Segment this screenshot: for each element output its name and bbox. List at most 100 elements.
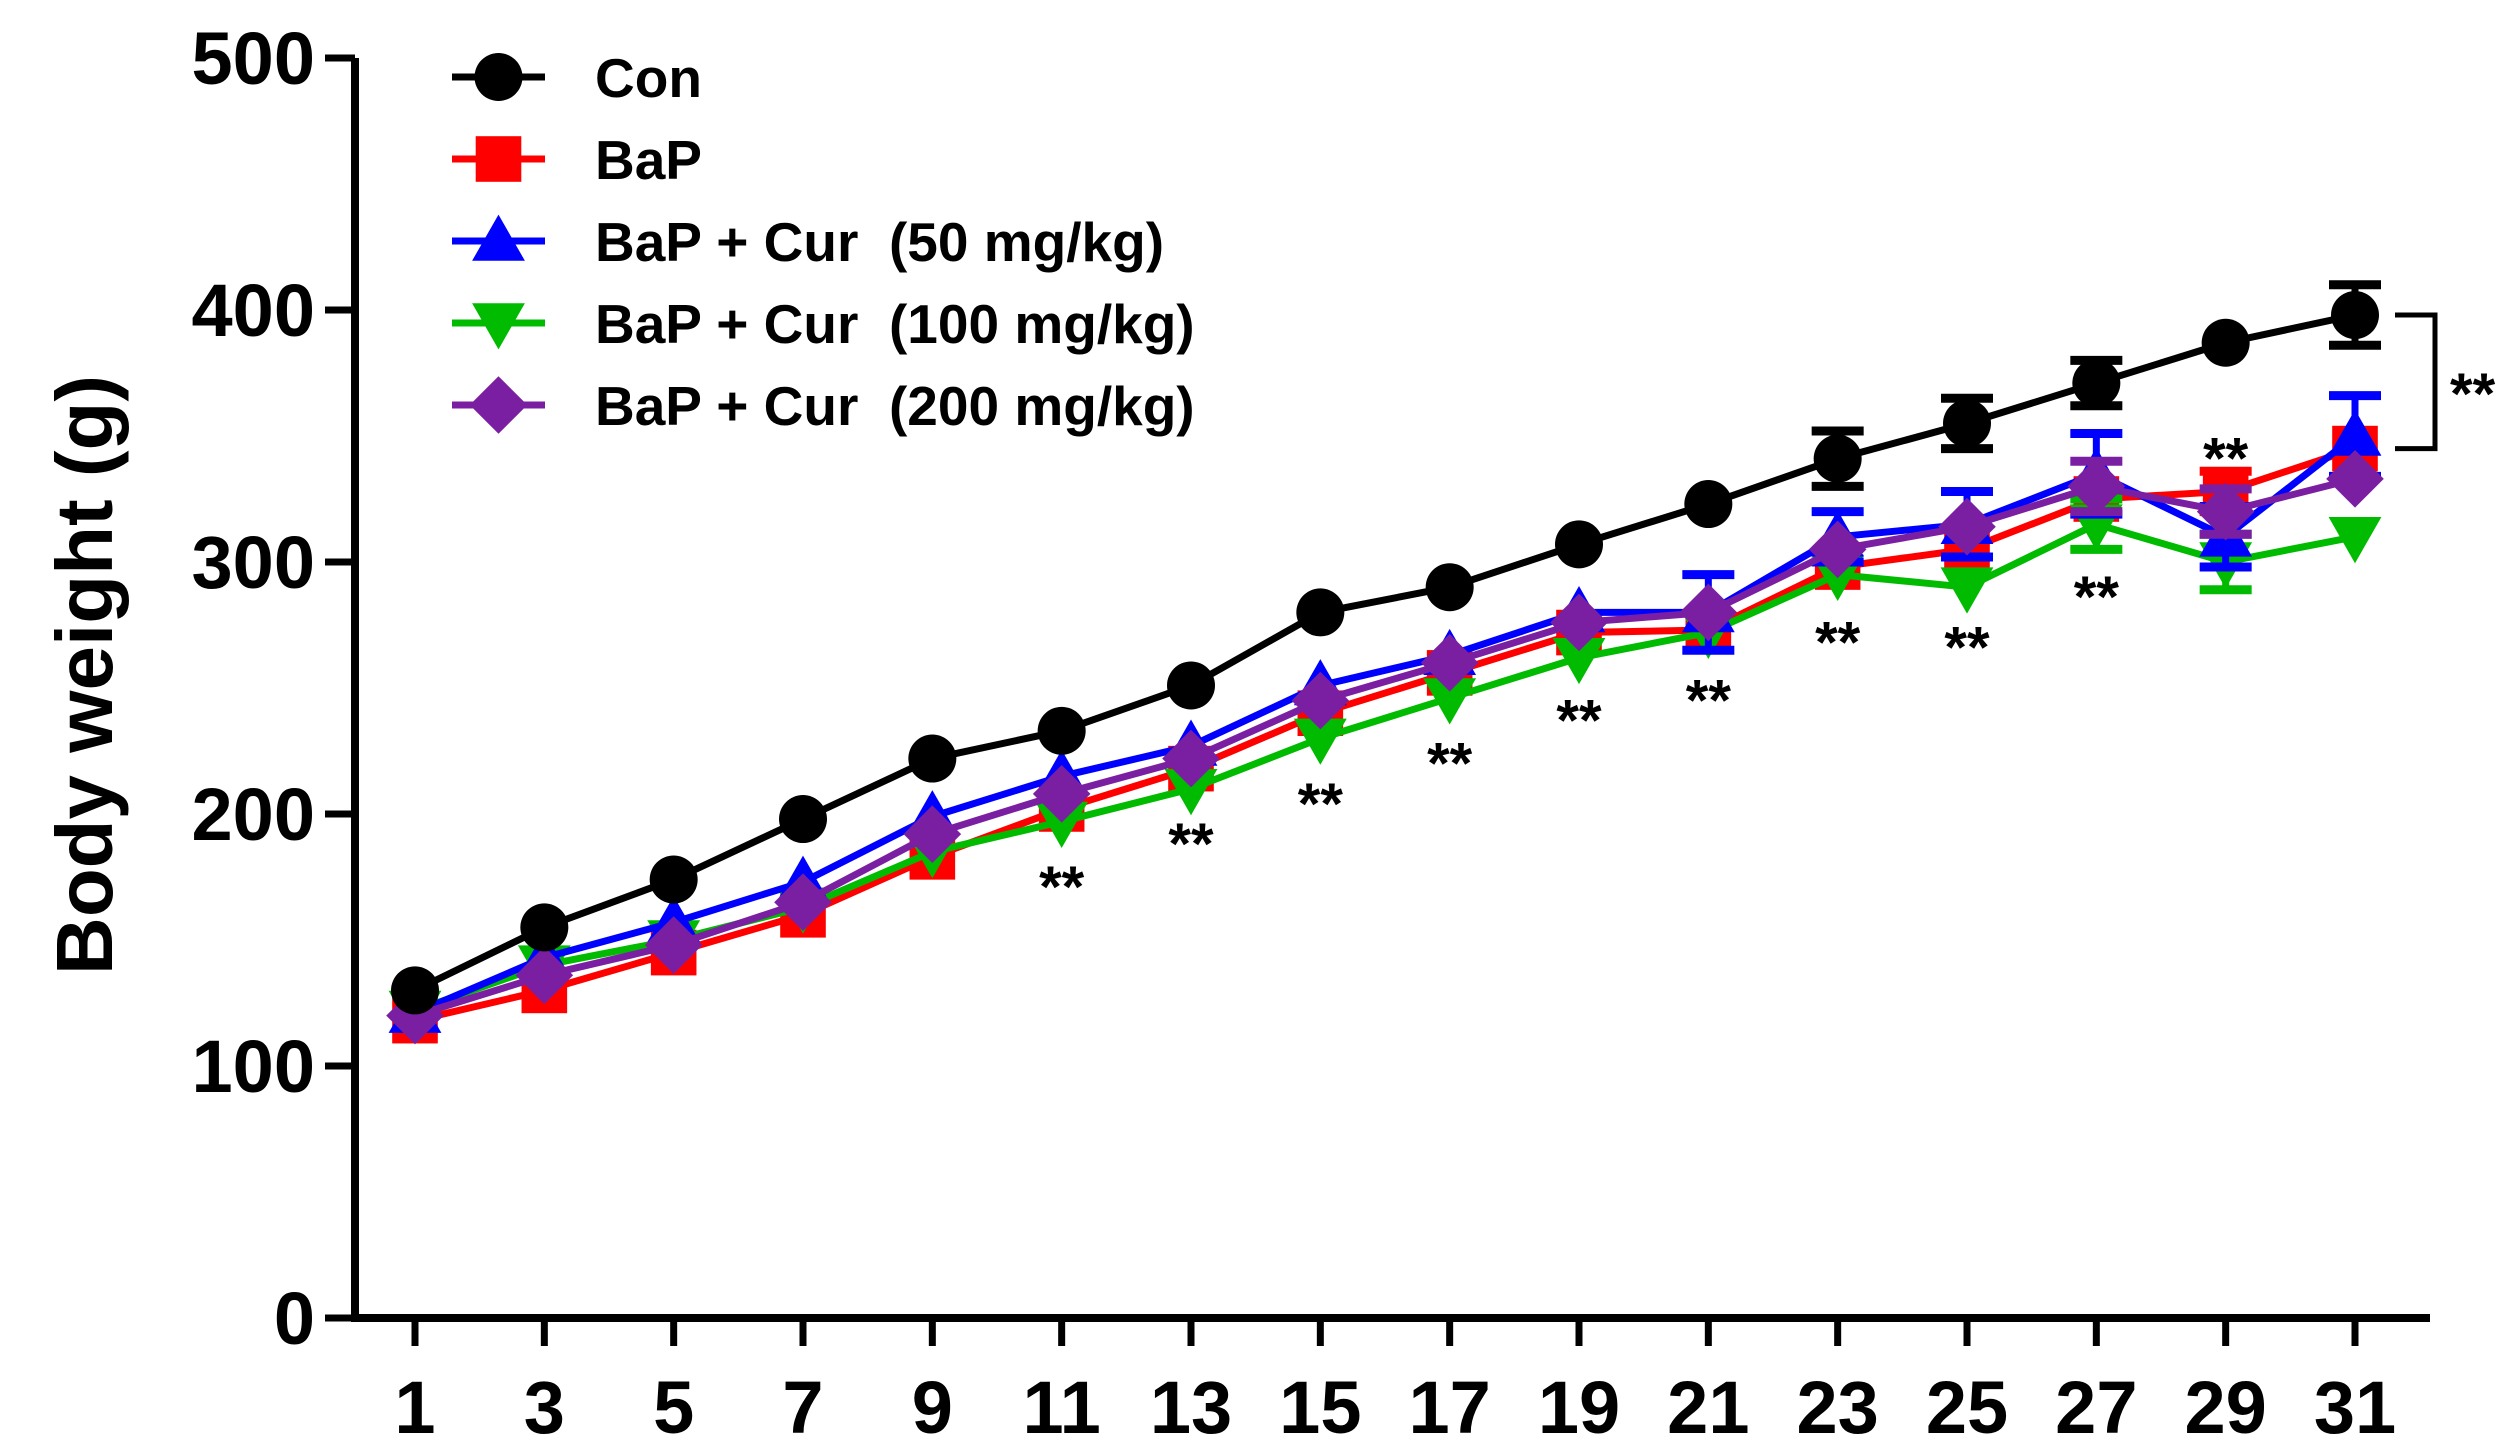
y-tick-label: 200 (192, 773, 315, 856)
y-tick-label: 300 (192, 521, 315, 604)
data-point (2328, 517, 2382, 564)
legend-marker (472, 303, 525, 350)
series-diamond (386, 450, 2384, 1045)
data-point (1296, 588, 1345, 637)
legend-item: BaP + Cur (50 mg/kg) (452, 211, 1164, 273)
significance-star: ** (1944, 616, 1990, 681)
series-line (413, 475, 2356, 1019)
data-point (2328, 409, 2382, 456)
significance-star: ** (1298, 772, 1344, 837)
bracket-star: ** (2450, 362, 2496, 427)
significance-star: ** (2074, 565, 2120, 630)
data-point (520, 903, 569, 952)
data-point (908, 734, 957, 783)
y-tick-label: 100 (192, 1025, 315, 1108)
data-point (649, 855, 698, 904)
data-point (1938, 497, 1996, 556)
series-line (414, 445, 2357, 1025)
data-point (391, 966, 439, 1015)
x-tick-label: 5 (653, 1366, 694, 1449)
series-line (413, 433, 2358, 1017)
y-tick-label: 400 (192, 269, 315, 352)
x-tick-label: 11 (1023, 1366, 1101, 1449)
legend-label: BaP + Cur (200 mg/kg) (595, 375, 1195, 437)
legend-item: BaP + Cur (100 mg/kg) (452, 293, 1195, 355)
legend-marker (474, 53, 523, 101)
significance-star: ** (2203, 427, 2249, 492)
data-point (2067, 457, 2126, 516)
data-point (1167, 661, 1215, 710)
significance-star: ** (1686, 669, 1732, 734)
data-point (1813, 434, 1862, 483)
data-point (2326, 450, 2384, 508)
legend-item: Con (452, 47, 702, 109)
data-point (2072, 359, 2121, 408)
legend-label: BaP + Cur (100 mg/kg) (595, 293, 1195, 355)
series-layer (386, 280, 2384, 1045)
legend-item: BaP (452, 129, 702, 191)
data-point (1550, 593, 1608, 652)
significance-star: ** (1039, 855, 1085, 920)
data-point (1293, 718, 1347, 765)
significance-markers: ** ** ** ** ** ** ** ** ** ** ** (1039, 312, 2496, 920)
data-point (2331, 291, 2379, 340)
data-point (779, 795, 827, 844)
x-tick-label: 19 (1538, 1366, 1620, 1449)
data-point (1420, 634, 1479, 692)
data-point (774, 873, 832, 931)
data-point (1555, 520, 1603, 569)
series-line (413, 311, 2356, 994)
legend-marker (469, 376, 528, 434)
data-point (1425, 563, 1474, 612)
data-point (1037, 706, 1086, 755)
significance-star: ** (1815, 611, 1861, 676)
y-axis-label: Body weight (g) (40, 375, 129, 975)
legend-label: Con (595, 47, 702, 109)
x-tick-label: 3 (524, 1366, 565, 1449)
x-tick-label: 25 (1926, 1366, 2008, 1449)
data-point (644, 916, 703, 974)
significance-bracket (2395, 312, 2438, 452)
x-tick-label: 15 (1279, 1366, 1361, 1449)
x-tick-label: 23 (1797, 1366, 1879, 1449)
x-tick-label: 7 (782, 1366, 823, 1449)
series-circle (391, 280, 2381, 1015)
significance-star: ** (1556, 689, 1602, 754)
y-tick-label: 500 (192, 17, 315, 100)
data-point (1035, 801, 1089, 848)
data-point (2196, 482, 2255, 541)
y-tick-label: 0 (274, 1277, 315, 1360)
significance-star: ** (1427, 732, 1473, 797)
data-point (1943, 399, 1991, 448)
data-point (1423, 678, 1477, 725)
data-point (1032, 765, 1091, 823)
x-tick-label: 17 (1409, 1366, 1491, 1449)
x-tick-label: 9 (912, 1366, 953, 1449)
legend-label: BaP (595, 129, 702, 191)
x-tick-label: 29 (2185, 1366, 2267, 1449)
legend-marker (475, 136, 522, 182)
data-point (1684, 480, 1733, 529)
legend: Con BaP BaP + Cur (50 mg/kg) BaP + Cur (100… (452, 47, 1195, 437)
legend-item: BaP + Cur (200 mg/kg) (452, 375, 1195, 437)
data-point (515, 946, 574, 1005)
data-point (1808, 520, 1867, 579)
legend-label: BaP + Cur (50 mg/kg) (595, 211, 1164, 273)
legend-marker (472, 214, 525, 261)
x-tick-label: 1 (394, 1366, 435, 1449)
x-tick-label: 13 (1150, 1366, 1232, 1449)
significance-star: ** (1168, 812, 1214, 877)
data-point (1552, 637, 1606, 685)
data-point (1291, 671, 1350, 730)
x-tick-label: 31 (2314, 1366, 2396, 1449)
data-point (1679, 583, 1738, 642)
x-tick-label: 21 (1667, 1366, 1749, 1449)
data-point (903, 805, 962, 863)
x-tick-label: 27 (2055, 1366, 2137, 1449)
data-point (2201, 318, 2250, 367)
data-point (1162, 729, 1220, 788)
data-point (1164, 769, 1218, 816)
data-point (1940, 567, 1994, 614)
